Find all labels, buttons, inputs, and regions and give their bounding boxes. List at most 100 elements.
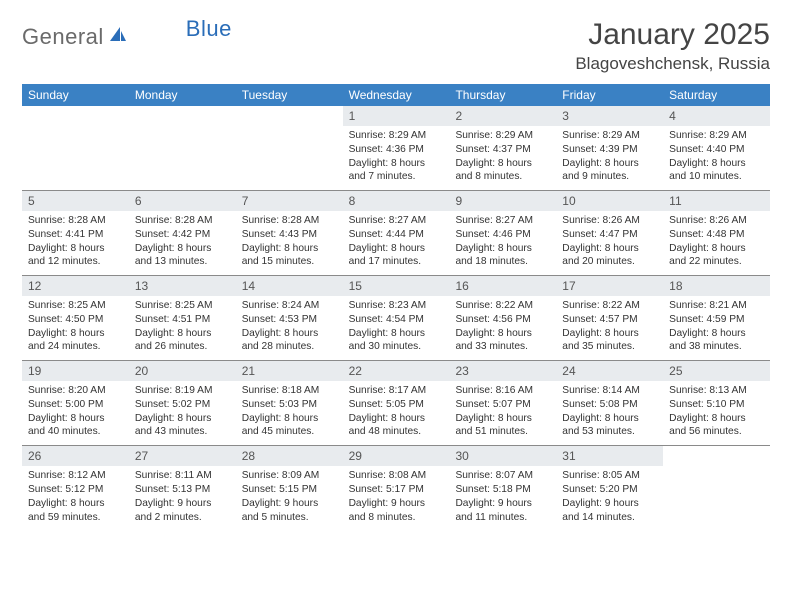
day-number: 25 (663, 361, 770, 381)
sunset-text: Sunset: 5:13 PM (135, 483, 230, 497)
day-number: 16 (449, 276, 556, 296)
sunrise-text: Sunrise: 8:12 AM (28, 469, 123, 483)
day-details: Sunrise: 8:19 AMSunset: 5:02 PMDaylight:… (129, 381, 236, 445)
day-cell (129, 106, 236, 190)
sunset-text: Sunset: 4:44 PM (349, 228, 444, 242)
week-row: 26Sunrise: 8:12 AMSunset: 5:12 PMDayligh… (22, 445, 770, 530)
sunrise-text: Sunrise: 8:22 AM (562, 299, 657, 313)
day-details: Sunrise: 8:20 AMSunset: 5:00 PMDaylight:… (22, 381, 129, 445)
dow-header-row: Sunday Monday Tuesday Wednesday Thursday… (22, 84, 770, 106)
sunset-text: Sunset: 5:20 PM (562, 483, 657, 497)
day-cell (236, 106, 343, 190)
sunset-text: Sunset: 5:05 PM (349, 398, 444, 412)
day-details: Sunrise: 8:16 AMSunset: 5:07 PMDaylight:… (449, 381, 556, 445)
daylight-text: Daylight: 8 hours and 45 minutes. (242, 412, 337, 440)
dow-wednesday: Wednesday (343, 84, 450, 106)
day-number: 31 (556, 446, 663, 466)
day-cell: 15Sunrise: 8:23 AMSunset: 4:54 PMDayligh… (343, 276, 450, 360)
day-details: Sunrise: 8:12 AMSunset: 5:12 PMDaylight:… (22, 466, 129, 530)
day-number (663, 446, 770, 452)
daylight-text: Daylight: 8 hours and 8 minutes. (455, 157, 550, 185)
sunset-text: Sunset: 4:51 PM (135, 313, 230, 327)
dow-tuesday: Tuesday (236, 84, 343, 106)
day-details: Sunrise: 8:11 AMSunset: 5:13 PMDaylight:… (129, 466, 236, 530)
day-cell: 10Sunrise: 8:26 AMSunset: 4:47 PMDayligh… (556, 191, 663, 275)
day-number: 11 (663, 191, 770, 211)
day-details: Sunrise: 8:07 AMSunset: 5:18 PMDaylight:… (449, 466, 556, 530)
sunset-text: Sunset: 4:39 PM (562, 143, 657, 157)
day-number (22, 106, 129, 112)
day-number: 18 (663, 276, 770, 296)
daylight-text: Daylight: 8 hours and 53 minutes. (562, 412, 657, 440)
sunset-text: Sunset: 4:46 PM (455, 228, 550, 242)
daylight-text: Daylight: 8 hours and 30 minutes. (349, 327, 444, 355)
daylight-text: Daylight: 8 hours and 10 minutes. (669, 157, 764, 185)
day-cell: 7Sunrise: 8:28 AMSunset: 4:43 PMDaylight… (236, 191, 343, 275)
sunset-text: Sunset: 4:42 PM (135, 228, 230, 242)
sunset-text: Sunset: 4:54 PM (349, 313, 444, 327)
day-cell: 5Sunrise: 8:28 AMSunset: 4:41 PMDaylight… (22, 191, 129, 275)
daylight-text: Daylight: 8 hours and 59 minutes. (28, 497, 123, 525)
sunrise-text: Sunrise: 8:28 AM (242, 214, 337, 228)
calendar-page: General Blue January 2025 Blagoveshchens… (0, 0, 792, 548)
daylight-text: Daylight: 8 hours and 12 minutes. (28, 242, 123, 270)
week-row: 1Sunrise: 8:29 AMSunset: 4:36 PMDaylight… (22, 106, 770, 190)
day-number: 21 (236, 361, 343, 381)
sunset-text: Sunset: 4:48 PM (669, 228, 764, 242)
day-cell (22, 106, 129, 190)
sunrise-text: Sunrise: 8:13 AM (669, 384, 764, 398)
daylight-text: Daylight: 8 hours and 43 minutes. (135, 412, 230, 440)
sunrise-text: Sunrise: 8:29 AM (455, 129, 550, 143)
day-number: 12 (22, 276, 129, 296)
day-cell: 2Sunrise: 8:29 AMSunset: 4:37 PMDaylight… (449, 106, 556, 190)
day-cell: 25Sunrise: 8:13 AMSunset: 5:10 PMDayligh… (663, 361, 770, 445)
day-number: 24 (556, 361, 663, 381)
day-details: Sunrise: 8:29 AMSunset: 4:39 PMDaylight:… (556, 126, 663, 190)
dow-sunday: Sunday (22, 84, 129, 106)
logo-text-blue: Blue (186, 16, 232, 42)
day-cell: 14Sunrise: 8:24 AMSunset: 4:53 PMDayligh… (236, 276, 343, 360)
day-cell: 4Sunrise: 8:29 AMSunset: 4:40 PMDaylight… (663, 106, 770, 190)
day-details: Sunrise: 8:13 AMSunset: 5:10 PMDaylight:… (663, 381, 770, 445)
sunrise-text: Sunrise: 8:26 AM (562, 214, 657, 228)
daylight-text: Daylight: 8 hours and 24 minutes. (28, 327, 123, 355)
sunset-text: Sunset: 5:03 PM (242, 398, 337, 412)
sunrise-text: Sunrise: 8:23 AM (349, 299, 444, 313)
day-details: Sunrise: 8:28 AMSunset: 4:42 PMDaylight:… (129, 211, 236, 275)
daylight-text: Daylight: 8 hours and 40 minutes. (28, 412, 123, 440)
day-cell: 24Sunrise: 8:14 AMSunset: 5:08 PMDayligh… (556, 361, 663, 445)
day-cell: 11Sunrise: 8:26 AMSunset: 4:48 PMDayligh… (663, 191, 770, 275)
daylight-text: Daylight: 9 hours and 2 minutes. (135, 497, 230, 525)
day-cell: 21Sunrise: 8:18 AMSunset: 5:03 PMDayligh… (236, 361, 343, 445)
sunset-text: Sunset: 4:56 PM (455, 313, 550, 327)
sunset-text: Sunset: 5:08 PM (562, 398, 657, 412)
sunrise-text: Sunrise: 8:27 AM (349, 214, 444, 228)
daylight-text: Daylight: 8 hours and 35 minutes. (562, 327, 657, 355)
sunrise-text: Sunrise: 8:09 AM (242, 469, 337, 483)
logo-text-general: General (22, 24, 104, 50)
day-details: Sunrise: 8:21 AMSunset: 4:59 PMDaylight:… (663, 296, 770, 360)
daylight-text: Daylight: 8 hours and 38 minutes. (669, 327, 764, 355)
sunset-text: Sunset: 5:15 PM (242, 483, 337, 497)
sunset-text: Sunset: 5:10 PM (669, 398, 764, 412)
day-details: Sunrise: 8:25 AMSunset: 4:50 PMDaylight:… (22, 296, 129, 360)
sunrise-text: Sunrise: 8:20 AM (28, 384, 123, 398)
day-details: Sunrise: 8:29 AMSunset: 4:40 PMDaylight:… (663, 126, 770, 190)
sunset-text: Sunset: 5:02 PM (135, 398, 230, 412)
day-cell: 6Sunrise: 8:28 AMSunset: 4:42 PMDaylight… (129, 191, 236, 275)
week-row: 12Sunrise: 8:25 AMSunset: 4:50 PMDayligh… (22, 275, 770, 360)
daylight-text: Daylight: 8 hours and 51 minutes. (455, 412, 550, 440)
day-details: Sunrise: 8:17 AMSunset: 5:05 PMDaylight:… (343, 381, 450, 445)
day-number: 13 (129, 276, 236, 296)
day-cell: 31Sunrise: 8:05 AMSunset: 5:20 PMDayligh… (556, 446, 663, 530)
week-row: 19Sunrise: 8:20 AMSunset: 5:00 PMDayligh… (22, 360, 770, 445)
daylight-text: Daylight: 8 hours and 15 minutes. (242, 242, 337, 270)
sunset-text: Sunset: 4:37 PM (455, 143, 550, 157)
daylight-text: Daylight: 9 hours and 5 minutes. (242, 497, 337, 525)
sunrise-text: Sunrise: 8:11 AM (135, 469, 230, 483)
day-number (236, 106, 343, 112)
sunrise-text: Sunrise: 8:26 AM (669, 214, 764, 228)
day-details: Sunrise: 8:27 AMSunset: 4:44 PMDaylight:… (343, 211, 450, 275)
daylight-text: Daylight: 8 hours and 28 minutes. (242, 327, 337, 355)
day-number: 17 (556, 276, 663, 296)
